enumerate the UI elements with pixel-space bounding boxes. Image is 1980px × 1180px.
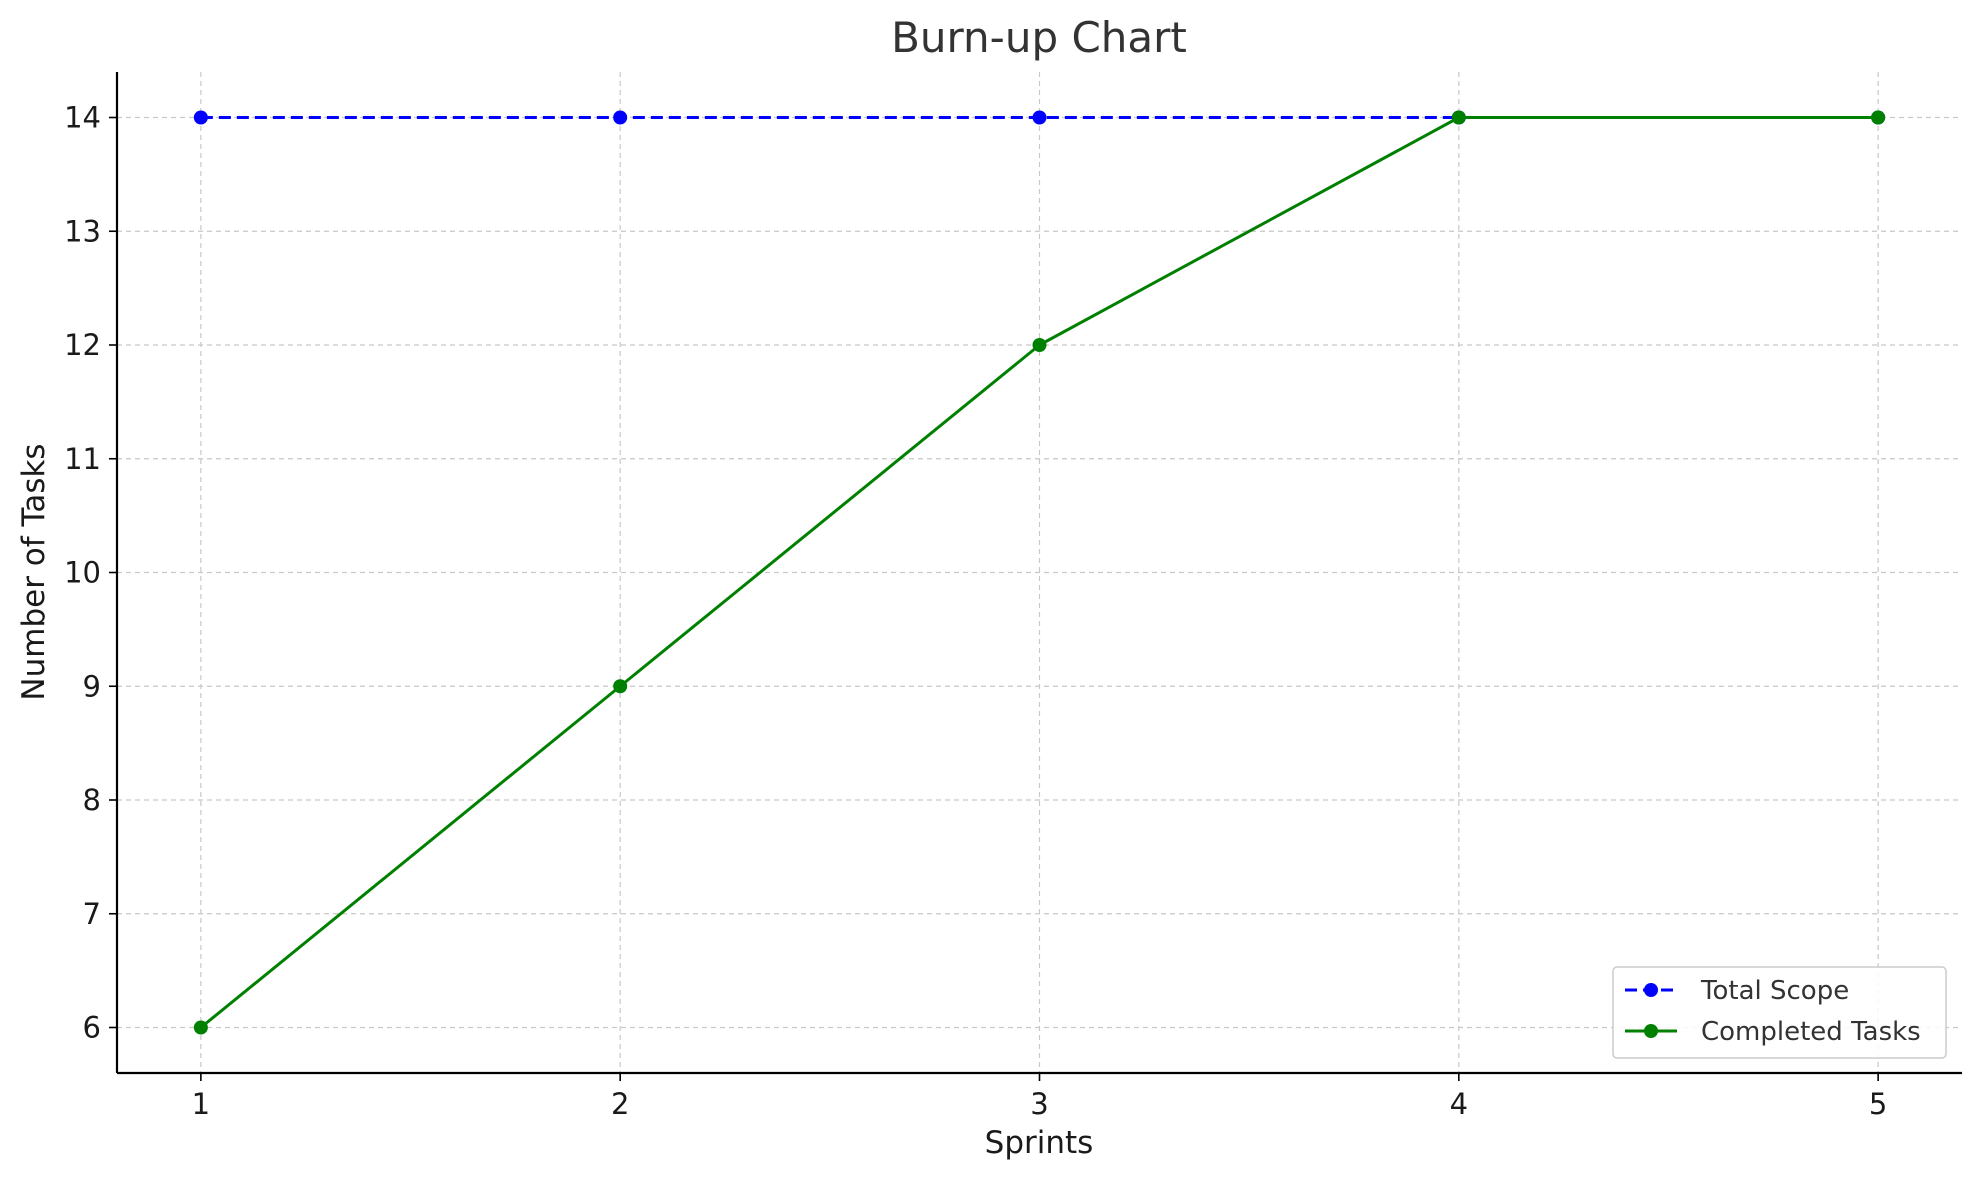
legend-marker-total-scope <box>1644 983 1658 997</box>
x-tick-label: 2 <box>611 1087 629 1121</box>
chart-title: Burn-up Chart <box>891 13 1187 62</box>
data-point-completed-tasks <box>613 679 628 694</box>
x-tick-label: 5 <box>1869 1087 1887 1121</box>
x-tick-label: 1 <box>192 1087 210 1121</box>
data-point-total-scope <box>1032 110 1047 125</box>
y-tick-label: 11 <box>64 442 101 476</box>
x-tick-label: 3 <box>1030 1087 1048 1121</box>
x-tick-label: 4 <box>1450 1087 1468 1121</box>
legend-label-completed-tasks: Completed Tasks <box>1701 1017 1921 1047</box>
data-point-completed-tasks <box>1451 110 1466 125</box>
data-point-total-scope <box>613 110 628 125</box>
legend-box <box>1612 966 1947 1059</box>
y-tick-label: 7 <box>83 897 101 931</box>
x-axis-label: Sprints <box>985 1125 1094 1161</box>
legend-marker-completed-tasks <box>1644 1024 1658 1038</box>
series-completed-tasks <box>193 110 1886 1035</box>
data-point-completed-tasks <box>193 1020 208 1035</box>
data-point-total-scope <box>193 110 208 125</box>
y-tick-label: 8 <box>83 783 101 817</box>
y-tick-label: 10 <box>64 556 101 590</box>
y-tick-label: 12 <box>64 328 101 362</box>
legend: Total Scope Completed Tasks <box>1612 966 1947 1059</box>
data-series <box>193 110 1886 1035</box>
y-tick-label: 14 <box>64 101 101 135</box>
y-tick-label: 13 <box>64 214 101 248</box>
y-tick-label: 6 <box>83 1011 101 1045</box>
data-point-completed-tasks <box>1032 338 1047 352</box>
y-axis-label: Number of Tasks <box>16 443 52 700</box>
legend-label-total-scope: Total Scope <box>1700 976 1849 1006</box>
data-point-completed-tasks <box>1871 110 1886 125</box>
y-tick-label: 9 <box>83 669 101 703</box>
